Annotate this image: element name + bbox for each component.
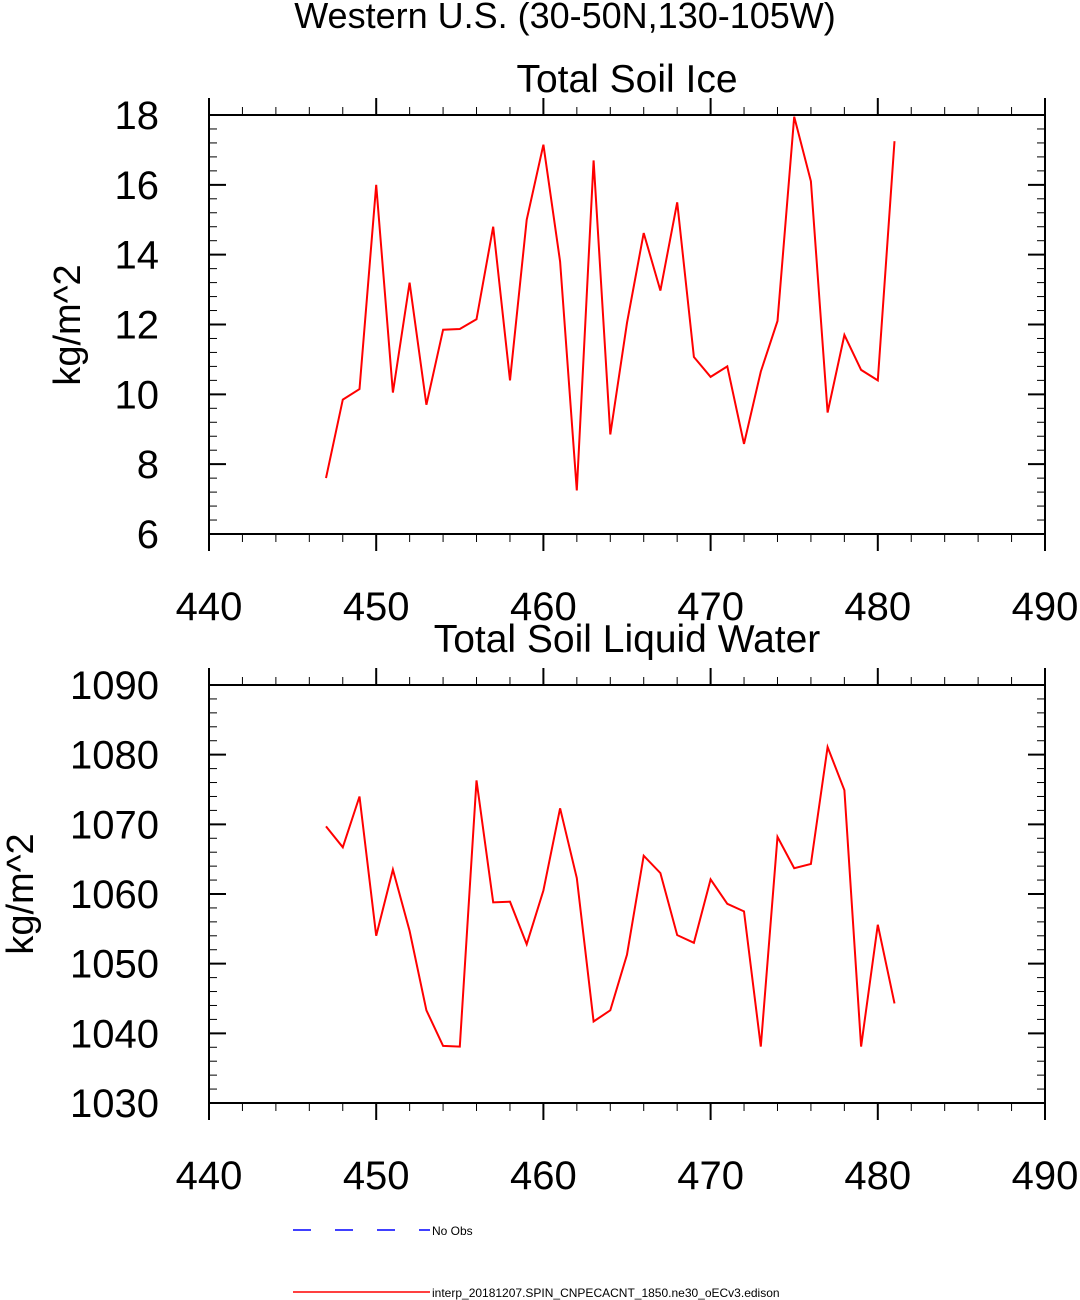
- soil-liquid-water-ytick-label: 1030: [70, 1082, 159, 1126]
- legend-model-label: interp_20181207.SPIN_CNPECACNT_1850.ne30…: [432, 1286, 780, 1300]
- figure-title: Western U.S. (30-50N,130-105W): [294, 0, 836, 36]
- legend-no-obs-label: No Obs: [432, 1224, 473, 1238]
- soil-liquid-water-xtick-label: 490: [1012, 1154, 1079, 1198]
- soil-ice-ytick-label: 8: [137, 443, 159, 487]
- soil-liquid-water-xtick-label: 440: [176, 1154, 243, 1198]
- soil-ice-title: Total Soil Ice: [516, 58, 737, 101]
- soil-ice-ylabel: kg/m^2: [47, 264, 89, 385]
- soil-liquid-water-ytick-label: 1070: [70, 803, 159, 847]
- soil-ice-xtick-label: 460: [510, 585, 577, 629]
- soil-ice-xtick-label: 440: [176, 585, 243, 629]
- soil-liquid-water-ylabel: kg/m^2: [0, 833, 42, 954]
- soil-ice-xtick-label: 450: [343, 585, 410, 629]
- soil-ice-series-line: [325, 116, 896, 491]
- soil-liquid-water-xtick-label: 470: [677, 1154, 744, 1198]
- soil-liquid-water-xtick-label: 450: [343, 1154, 410, 1198]
- soil-liquid-water-ytick-label: 1050: [70, 943, 159, 987]
- soil-ice-ytick-label: 6: [137, 513, 159, 557]
- legend: No Obs interp_20181207.SPIN_CNPECACNT_18…: [293, 1224, 780, 1300]
- soil-liquid-water-xtick-label: 460: [510, 1154, 577, 1198]
- soil-ice-ytick-label: 18: [115, 94, 160, 138]
- soil-ice-panel: Total Soil Ice kg/m^2 440 450 460 470 480 490…: [47, 58, 1078, 629]
- soil-ice-ytick-label: 16: [115, 164, 160, 208]
- soil-liquid-water-title: Total Soil Liquid Water: [434, 618, 821, 661]
- soil-liquid-water-xtick-label: 480: [844, 1154, 911, 1198]
- soil-ice-ytick-label: 12: [115, 304, 160, 348]
- soil-liquid-water-ytick-label: 1060: [70, 873, 159, 917]
- soil-liquid-water-plot-frame: [208, 684, 1046, 1104]
- soil-liquid-water-series-line: [325, 743, 896, 1048]
- soil-liquid-water-ytick-label: 1040: [70, 1012, 159, 1056]
- soil-liquid-water-panel: Total Soil Liquid Water kg/m^2 440 450 460…: [0, 618, 1078, 1198]
- soil-ice-ytick-label: 14: [115, 234, 160, 278]
- soil-ice-xtick-label: 490: [1012, 585, 1079, 629]
- soil-liquid-water-ytick-label: 1090: [70, 664, 159, 708]
- soil-ice-xtick-label: 480: [844, 585, 911, 629]
- soil-ice-ytick-label: 10: [115, 373, 160, 417]
- soil-liquid-water-ytick-label: 1080: [70, 734, 159, 778]
- soil-ice-xtick-label: 470: [677, 585, 744, 629]
